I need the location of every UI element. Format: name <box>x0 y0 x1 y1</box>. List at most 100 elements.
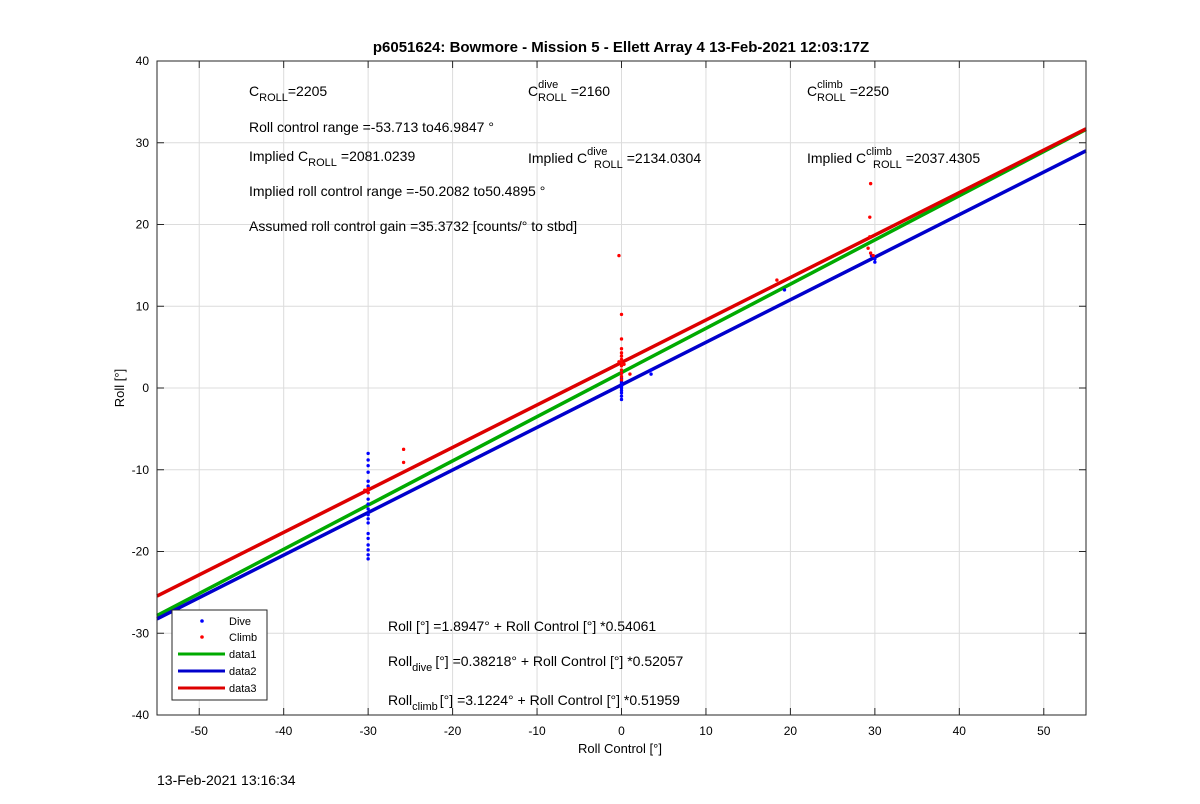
y-tick-label: 0 <box>142 381 149 395</box>
equation-all: Roll [°] =1.8947° + Roll Control [°] *0.… <box>388 618 656 634</box>
point-dive <box>366 543 370 547</box>
point-climb <box>622 362 626 366</box>
implied-c-dive-sup: dive <box>587 146 607 158</box>
y-tick-label: 40 <box>136 54 150 68</box>
x-tick-label: 40 <box>953 724 967 738</box>
point-dive <box>366 517 370 521</box>
point-climb <box>868 181 873 186</box>
data-points <box>363 181 877 561</box>
x-tick-label: -20 <box>444 724 462 738</box>
point-climb <box>619 378 624 382</box>
point-climb <box>866 246 870 250</box>
implied-c-roll-prefix: Implied C <box>249 148 308 164</box>
implied-c-dive-sub: ROLL <box>594 159 623 171</box>
implied-c-roll: Implied CROLL =2081.0239 <box>249 148 415 169</box>
point-climb <box>619 347 624 351</box>
c-roll-sub: ROLL <box>259 92 288 104</box>
equation-dive: Rolldive [°] =0.38218° + Roll Control [°]… <box>388 653 683 674</box>
point-dive <box>366 484 370 488</box>
x-tick-label: 30 <box>868 724 882 738</box>
point-climb <box>619 354 624 358</box>
c-climb-sup: climb <box>817 79 843 91</box>
point-dive <box>366 548 370 552</box>
point-climb <box>619 374 624 379</box>
implied-c-roll-sub: ROLL <box>308 157 337 169</box>
x-tick-label: -50 <box>191 724 209 738</box>
equation-dive-rest: [°] =0.38218° + Roll Control [°] *0.5205… <box>435 653 683 669</box>
point-dive <box>619 388 624 393</box>
point-dive <box>619 397 624 402</box>
point-climb <box>619 337 624 341</box>
chart-title: p6051624: Bowmore - Mission 5 - Ellett A… <box>373 39 869 56</box>
point-dive <box>366 553 370 557</box>
point-dive <box>366 507 370 511</box>
y-tick-label: -20 <box>132 545 150 559</box>
point-dive <box>619 384 624 389</box>
point-climb <box>871 253 875 258</box>
c-dive-base: C <box>528 83 538 99</box>
point-dive <box>366 497 370 501</box>
legend-label-dive: Dive <box>229 616 251 628</box>
point-dive <box>366 502 370 506</box>
point-climb <box>619 364 624 368</box>
point-dive <box>649 372 653 376</box>
legend: Dive Climb data1 data2 data3 <box>171 609 268 701</box>
point-dive <box>366 451 370 456</box>
implied-c-climb-value: =2037.4305 <box>906 150 981 166</box>
point-climb <box>401 447 406 452</box>
point-dive <box>782 288 787 292</box>
implied-c-dive-prefix: Implied C <box>528 150 587 166</box>
y-tick-label: 20 <box>136 218 150 232</box>
point-dive <box>366 458 370 462</box>
c-dive-value: =2160 <box>571 83 611 99</box>
implied-c-climb: Implied Cclimb ROLL =2037.4305 <box>807 146 980 171</box>
x-tick-label: 50 <box>1037 724 1051 738</box>
c-climb-sub: ROLL <box>817 92 846 104</box>
c-roll-base: C <box>249 83 259 99</box>
implied-c-climb-sub: ROLL <box>873 159 902 171</box>
y-tick-label: -30 <box>132 626 150 640</box>
point-climb <box>366 486 370 491</box>
c-roll-value: =2205 <box>288 83 328 99</box>
y-tick-label: 10 <box>136 299 150 313</box>
y-tick-label: 30 <box>136 136 150 150</box>
y-axis-label: Roll [°] <box>112 369 127 407</box>
x-axis-ticks: -50 -40 -30 -20 -10 0 10 20 30 40 50 <box>191 61 1051 738</box>
implied-c-climb-sup: climb <box>866 146 892 158</box>
point-climb <box>619 312 624 317</box>
legend-label-climb: Climb <box>229 632 257 644</box>
assumed-gain: Assumed roll control gain =35.3732 [coun… <box>249 218 577 234</box>
point-dive <box>873 260 877 264</box>
point-dive <box>366 521 370 525</box>
point-climb <box>366 490 370 495</box>
point-dive <box>619 391 624 395</box>
x-tick-label: 0 <box>618 724 625 738</box>
legend-label-data1: data1 <box>229 649 257 661</box>
y-tick-label: -10 <box>132 463 150 477</box>
point-dive <box>366 479 370 483</box>
equation-climb-rest: [°] =3.1224° + Roll Control [°] *0.51959 <box>440 692 680 708</box>
equation-climb: Rollclimb [°] =3.1224° + Roll Control [°]… <box>388 692 680 713</box>
point-climb <box>775 278 779 282</box>
legend-marker-dive <box>200 619 204 623</box>
y-tick-label: -40 <box>132 708 150 722</box>
c-dive-sup: dive <box>538 79 558 91</box>
point-climb <box>619 357 624 362</box>
legend-label-data3: data3 <box>229 683 257 695</box>
point-dive <box>366 513 370 517</box>
point-dive <box>366 557 370 561</box>
equation-dive-base: Roll <box>388 653 412 669</box>
annotations: CROLL=2205 Cdive ROLL =2160 Cclimb ROLL =225… <box>249 79 980 713</box>
c-climb-base: C <box>807 83 817 99</box>
equation-dive-sub: dive <box>412 662 432 674</box>
x-tick-label: -10 <box>528 724 546 738</box>
equation-climb-base: Roll <box>388 692 412 708</box>
point-climb <box>868 235 872 239</box>
point-dive <box>619 381 624 385</box>
c-roll-annotation: CROLL=2205 <box>249 83 327 104</box>
implied-c-dive: Implied Cdive ROLL =2134.0304 <box>528 146 701 171</box>
point-dive <box>366 536 370 541</box>
x-axis-label: Roll Control [°] <box>578 741 662 756</box>
implied-c-climb-prefix: Implied C <box>807 150 866 166</box>
